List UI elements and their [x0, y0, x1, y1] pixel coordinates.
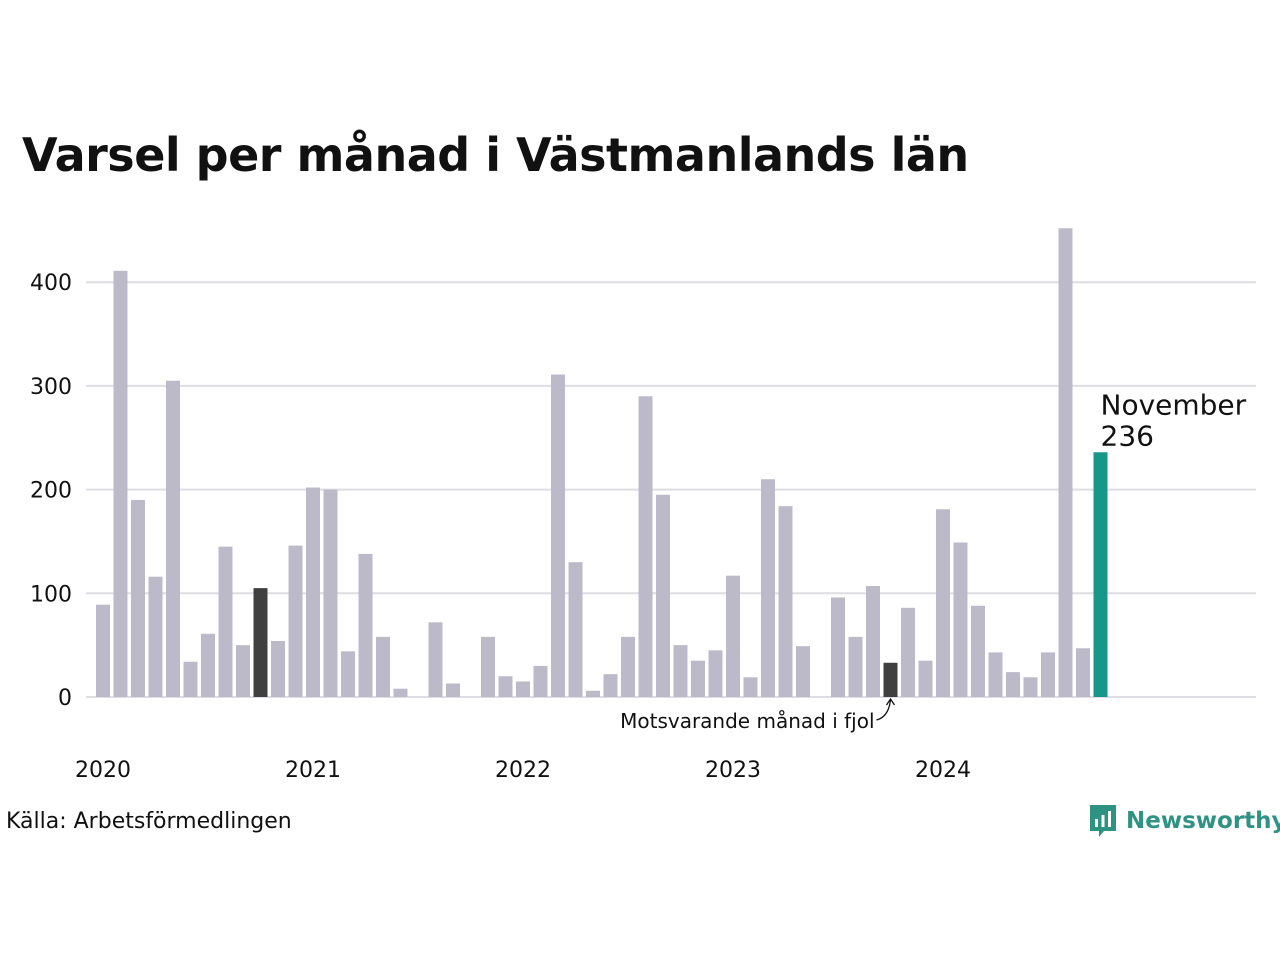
bar-2021-02	[323, 489, 338, 697]
bar-2023-04	[778, 506, 793, 697]
bar-2020-11	[271, 641, 285, 697]
bar-2020-03	[131, 499, 145, 697]
source-credit: Källa: Arbetsförmedlingen	[6, 809, 292, 834]
bar-2023-01	[726, 575, 740, 697]
bar-2022-11	[691, 660, 705, 697]
bar-2023-10	[883, 662, 898, 697]
bar-2020-10	[253, 588, 268, 697]
y-tick-label: 400	[30, 271, 72, 296]
bar-2022-01	[516, 681, 530, 697]
x-tick-label: 2021	[285, 758, 341, 783]
highlight-month-label: November	[1101, 388, 1247, 421]
bar-2022-02	[533, 665, 548, 697]
bar-chart: 0 100 200 300 400 2020 2021 2022 2023 2024 Novem…	[30, 228, 1256, 783]
bar-2021-08	[428, 622, 443, 697]
comparison-annotation-arrow	[876, 699, 892, 721]
bar-2022-12	[708, 650, 723, 697]
bar-2024-09	[1076, 648, 1090, 697]
bar-2022-07	[621, 636, 635, 697]
bar-2023-05	[796, 646, 810, 697]
bar-2023-03	[761, 479, 775, 697]
bar-2020-06	[183, 661, 198, 697]
annotations: November 236 Motsvarande månad i fjol	[620, 388, 1247, 733]
brand-name: Newsworthy	[1126, 808, 1280, 834]
comparison-annotation-label: Motsvarande månad i fjol	[620, 709, 874, 733]
y-axis-ticks: 0 100 200 300 400	[30, 271, 72, 711]
bar-2023-07	[831, 597, 845, 697]
bar-2020-05	[166, 380, 180, 697]
bar-2020-01	[96, 604, 110, 697]
x-tick-label: 2024	[915, 758, 971, 783]
bar-2020-02	[113, 270, 128, 697]
bar-2024-02	[953, 542, 968, 697]
bar-2024-03	[971, 605, 985, 697]
bar-2022-06	[603, 674, 618, 697]
bar-2021-12	[498, 676, 513, 697]
bar-2022-08	[638, 396, 653, 697]
bar-2020-07	[201, 633, 215, 697]
bars	[96, 228, 1108, 697]
bar-2021-01	[306, 487, 320, 697]
bar-2023-09	[866, 586, 880, 697]
bar-2020-08	[218, 546, 233, 697]
newsworthy-logo-icon	[1090, 805, 1116, 837]
bar-2022-05	[586, 690, 600, 697]
bar-2024-01	[936, 509, 950, 697]
bar-2024-07	[1041, 652, 1055, 697]
bar-2022-09	[656, 494, 670, 697]
bar-2024-06	[1023, 677, 1038, 697]
comparison-annotation-arrowhead	[885, 697, 896, 706]
bar-2021-09	[446, 683, 460, 697]
bar-2020-12	[288, 545, 303, 697]
chart-title: Varsel per månad i Västmanlands län	[22, 128, 969, 182]
y-tick-label: 200	[30, 479, 72, 504]
bar-2023-08	[848, 636, 863, 697]
bar-2020-04	[148, 576, 163, 697]
bar-2024-10	[1093, 452, 1108, 697]
x-axis-year-labels: 2020 2021 2022 2023 2024	[75, 758, 971, 783]
highlight-value-label: 236	[1101, 419, 1154, 452]
newsworthy-brand: Newsworthy	[1088, 803, 1280, 839]
y-tick-label: 100	[30, 582, 72, 607]
bar-2023-02	[743, 677, 758, 697]
bar-2024-05	[1006, 672, 1020, 697]
bar-2024-08	[1058, 228, 1073, 697]
y-tick-label: 0	[58, 686, 72, 711]
bar-2022-10	[673, 645, 688, 697]
x-tick-label: 2020	[75, 758, 131, 783]
bar-2022-04	[568, 562, 583, 697]
bar-2024-04	[988, 652, 1003, 697]
bar-2021-06	[393, 688, 408, 697]
bar-2022-03	[551, 374, 565, 697]
bar-2021-05	[376, 636, 390, 697]
bar-2021-04	[358, 553, 373, 697]
x-tick-label: 2023	[705, 758, 761, 783]
bar-2023-12	[918, 660, 933, 697]
y-tick-label: 300	[30, 375, 72, 400]
bar-2021-03	[341, 651, 355, 697]
bar-2021-11	[481, 636, 495, 697]
bar-2020-09	[236, 645, 250, 697]
bar-2023-11	[901, 607, 915, 697]
x-tick-label: 2022	[495, 758, 551, 783]
